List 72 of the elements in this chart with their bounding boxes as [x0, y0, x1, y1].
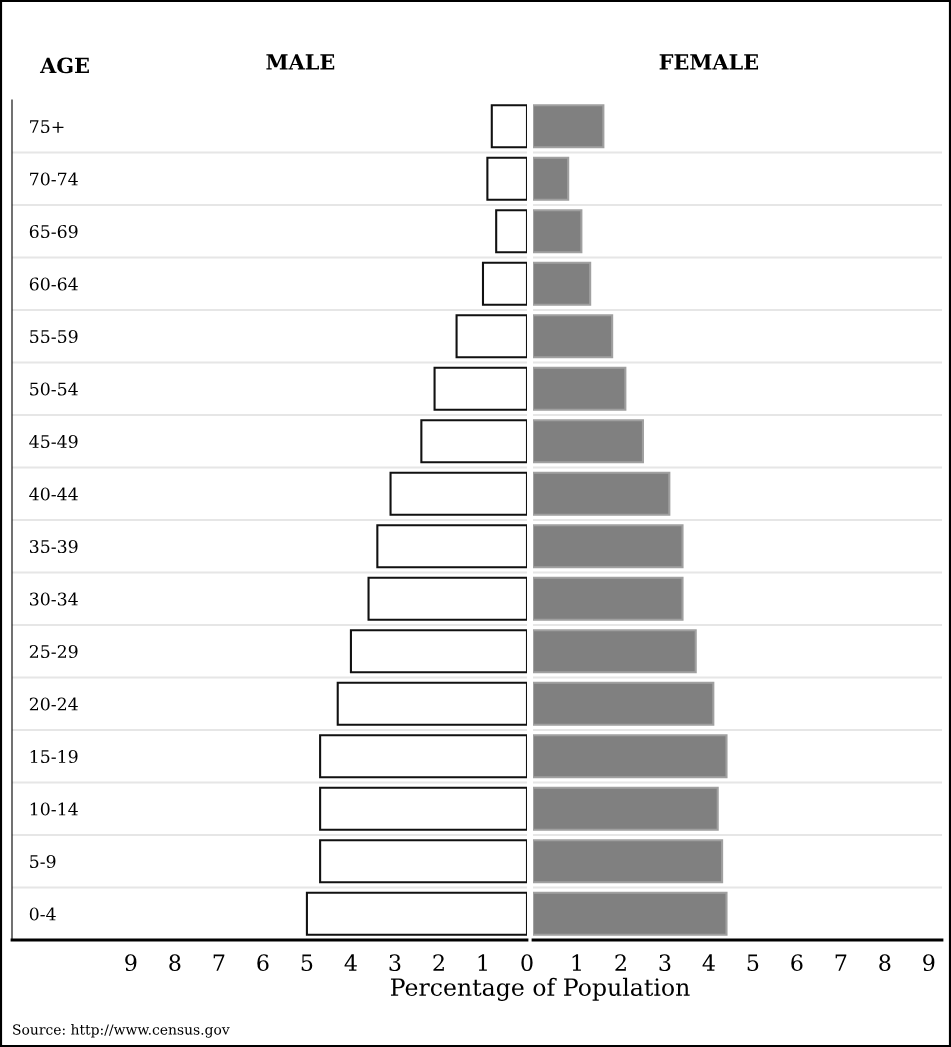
y-tick-label: 70-74	[30, 172, 78, 186]
x-tick-label: 7	[835, 954, 847, 971]
y-tick-label: 25-29	[29, 644, 78, 659]
x-tick-label: 3	[389, 954, 401, 972]
x-tick-label: 2	[615, 954, 626, 971]
x-tick-label: 8	[169, 954, 181, 972]
y-tick-label: 60-64	[29, 277, 78, 291]
x-tick-label: 9	[923, 954, 935, 972]
y-tick-label: 35-39	[29, 539, 78, 554]
bar	[533, 839, 724, 884]
x-tick-label: 1	[572, 954, 581, 971]
bar	[533, 629, 697, 674]
y-tick-label: 15-19	[30, 749, 78, 764]
bar	[533, 471, 671, 516]
x-tick-label: 9	[125, 954, 137, 972]
bar	[495, 209, 527, 254]
x-tick-label: 3	[659, 954, 671, 972]
x-tick-label: 2	[433, 954, 444, 971]
x-axis-title: Percentage of Population	[390, 977, 690, 1001]
x-tick-label: 0	[521, 954, 533, 972]
bar	[349, 629, 527, 674]
y-tick-label: 40-44	[29, 487, 78, 501]
y-tick-label: 55-59	[30, 329, 78, 344]
bar	[533, 156, 570, 201]
bar	[486, 156, 527, 201]
bar	[533, 786, 719, 831]
y-axis-title: AGE	[39, 57, 89, 74]
bar	[420, 419, 527, 464]
y-tick-label: 5-9	[30, 854, 56, 869]
source-note: Source: http://www.census.gov	[13, 1024, 230, 1038]
y-tick-label: 45-49	[29, 434, 78, 449]
bar	[533, 524, 684, 569]
bar	[533, 419, 644, 464]
bar	[533, 681, 715, 726]
x-tick-label: 5	[301, 954, 313, 972]
bar	[319, 786, 527, 831]
bar	[319, 734, 527, 779]
y-tick-label: 0-4	[29, 907, 56, 921]
x-tick-label: 7	[213, 954, 225, 971]
bar	[533, 261, 592, 306]
x-tick-label: 8	[879, 954, 891, 972]
chart-title: MALE	[266, 54, 335, 70]
bar	[433, 366, 527, 411]
bar	[533, 576, 684, 621]
x-tick-label: 6	[791, 954, 803, 972]
bar	[533, 314, 614, 359]
y-tick-label: 50-54	[30, 382, 78, 396]
x-tick-label: 1	[478, 954, 487, 971]
bar	[336, 681, 527, 726]
y-tick-label: 65-69	[29, 224, 78, 239]
bar	[455, 314, 527, 359]
y-tick-label: 75+	[30, 120, 64, 134]
bar	[533, 734, 728, 779]
y-tick-label: 20-24	[29, 697, 78, 711]
bar	[533, 891, 728, 936]
bar	[305, 891, 527, 936]
x-tick-label: 5	[747, 954, 759, 972]
bar	[367, 576, 527, 621]
chart-title: FEMALE	[659, 54, 759, 70]
y-tick-label: 30-34	[29, 592, 78, 606]
bar	[481, 261, 527, 306]
x-tick-label: 4	[344, 954, 357, 971]
x-tick-label: 4	[702, 954, 715, 971]
bar	[389, 471, 527, 516]
y-tick-label: 10-14	[30, 802, 78, 816]
bar	[376, 524, 527, 569]
bar	[319, 839, 527, 884]
bar	[533, 209, 583, 254]
bar	[490, 104, 527, 149]
bar	[533, 366, 627, 411]
bar	[533, 104, 605, 149]
x-tick-label: 6	[257, 954, 269, 972]
